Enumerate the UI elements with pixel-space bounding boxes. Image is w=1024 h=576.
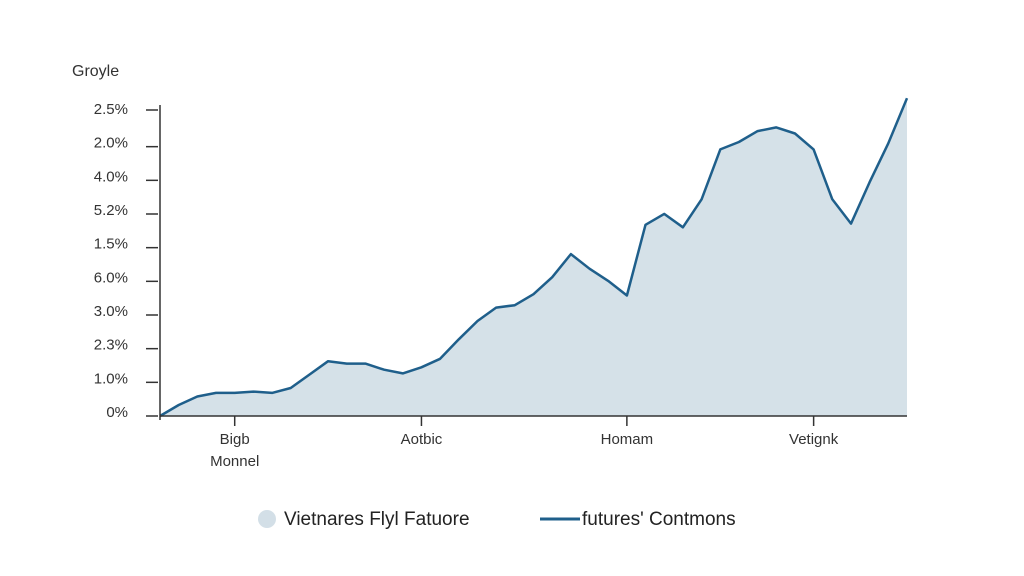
y-tick-label: 6.0% xyxy=(94,269,128,286)
x-tick-label: Homam xyxy=(601,431,654,448)
y-tick-label: 0% xyxy=(106,404,128,421)
x-tick-label: Vetignk xyxy=(789,431,839,448)
x-tick-label: Aotbic xyxy=(401,431,443,448)
y-tick-label: 1.0% xyxy=(94,370,128,387)
y-tick-label: 2.5% xyxy=(94,101,128,118)
legend-swatch xyxy=(258,510,276,528)
area xyxy=(160,98,907,416)
line xyxy=(159,97,909,418)
y-tick-label: 4.0% xyxy=(94,168,128,185)
y-tick-label: 5.2% xyxy=(94,202,128,219)
y-tick-label: 1.5% xyxy=(94,236,128,253)
legend-label: Vietnares Flyl Fatuore xyxy=(284,509,470,530)
legend-label: futures' Contmons xyxy=(582,509,736,530)
y-tick-label: 2.0% xyxy=(94,135,128,152)
y-tick-label: 3.0% xyxy=(94,303,128,320)
chart-title: Groyle xyxy=(72,63,119,80)
x-tick-label: Bigb Monnel xyxy=(210,431,259,470)
y-tick-label: 2.3% xyxy=(94,337,128,354)
